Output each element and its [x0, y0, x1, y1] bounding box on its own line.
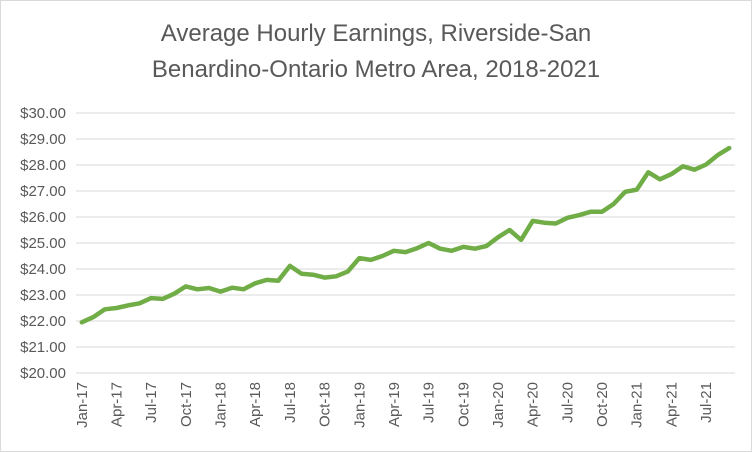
- y-tick-label: $26.00: [20, 209, 66, 226]
- x-tick-label: Jul-19: [421, 382, 438, 423]
- y-tick-label: $24.00: [20, 261, 66, 278]
- x-tick-label: Apr-20: [525, 382, 542, 427]
- y-tick-label: $30.00: [20, 105, 66, 122]
- x-tick-label: Apr-18: [247, 382, 264, 427]
- x-tick-label: Jan-18: [213, 382, 230, 428]
- y-tick-label: $28.00: [20, 157, 66, 174]
- x-tick-label: Oct-17: [178, 382, 195, 427]
- x-tick-label: Jan-19: [351, 382, 368, 428]
- x-tick-label: Jan-21: [629, 382, 646, 428]
- x-tick-label: Apr-17: [108, 382, 125, 427]
- x-tick-label: Jan-17: [74, 382, 91, 428]
- y-tick-label: $25.00: [20, 235, 66, 252]
- y-tick-label: $29.00: [20, 131, 66, 148]
- x-tick-label: Oct-20: [594, 382, 611, 427]
- y-tick-label: $27.00: [20, 183, 66, 200]
- y-tick-label: $22.00: [20, 313, 66, 330]
- y-tick-label: $21.00: [20, 339, 66, 356]
- gridlines: [76, 113, 735, 373]
- x-axis-labels: Jan-17 Apr-17 Jul-17 Oct-17 Jan-18 Apr-18 Jul-…: [74, 382, 715, 428]
- x-tick-label: Jan-20: [490, 382, 507, 428]
- line-chart: $20.00 $21.00 $22.00 $23.00 $24.00 $25.00 $26.…: [0, 0, 752, 452]
- earnings-series-line: [82, 148, 729, 322]
- y-axis-labels: $20.00 $21.00 $22.00 $23.00 $24.00 $25.00 $26.…: [20, 105, 66, 382]
- x-tick-label: Jul-18: [282, 382, 299, 423]
- y-tick-label: $23.00: [20, 287, 66, 304]
- x-tick-label: Jul-21: [698, 382, 715, 423]
- x-tick-label: Jul-17: [143, 382, 160, 423]
- x-tick-label: Jul-20: [559, 382, 576, 423]
- x-tick-label: Apr-21: [663, 382, 680, 427]
- x-tick-label: Oct-18: [317, 382, 334, 427]
- y-tick-label: $20.00: [20, 365, 66, 382]
- x-tick-label: Apr-19: [386, 382, 403, 427]
- x-tick-label: Oct-19: [455, 382, 472, 427]
